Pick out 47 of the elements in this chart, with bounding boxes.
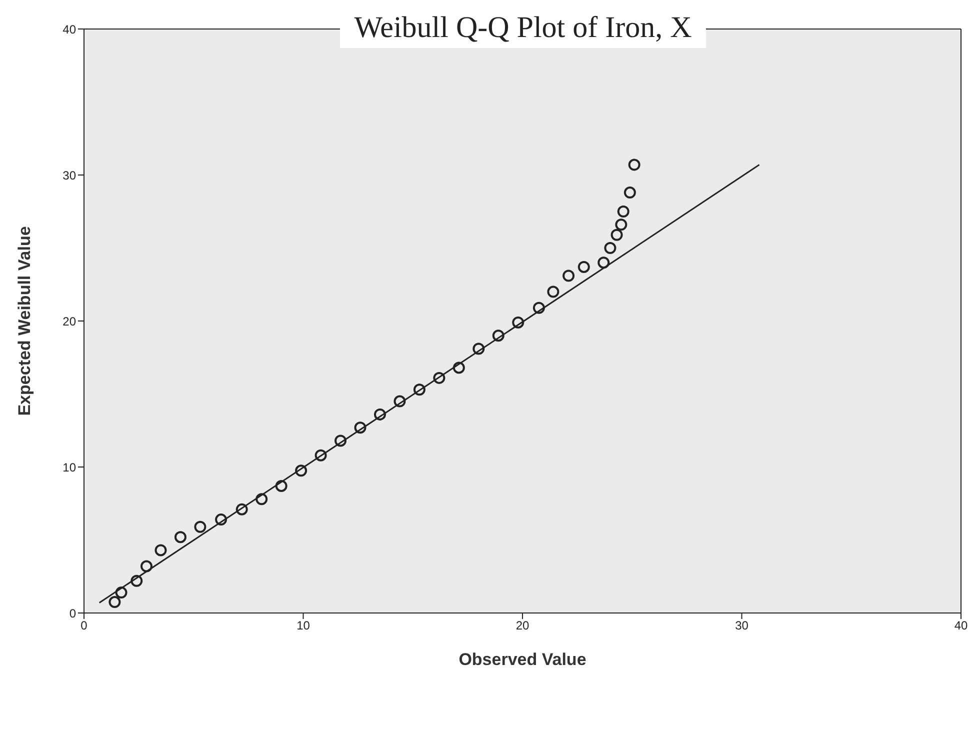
x-tick-label: 0: [80, 618, 88, 633]
point: [140, 560, 152, 572]
point: [394, 395, 406, 408]
x-tick-label: 40: [954, 618, 968, 633]
point: [547, 286, 560, 298]
point: [295, 464, 308, 477]
point: [472, 342, 485, 355]
point: [314, 449, 327, 462]
y-tick-label: 20: [62, 314, 76, 328]
point: [413, 384, 426, 396]
point: [154, 544, 167, 556]
point: [452, 362, 465, 374]
point: [194, 520, 206, 533]
point: [610, 228, 623, 241]
x-tick-label: 30: [735, 618, 749, 633]
point: [532, 302, 545, 314]
x-tick-label: 20: [516, 618, 530, 633]
point: [374, 408, 386, 420]
point: [256, 493, 268, 506]
point: [617, 206, 630, 218]
y-tick-label: 0: [69, 606, 76, 620]
chart-title: Weibull Q-Q Plot of Iron, X: [340, 8, 706, 48]
point: [115, 586, 128, 599]
point: [354, 422, 366, 434]
point: [492, 330, 504, 342]
point: [215, 514, 228, 526]
y-tick-label: 30: [62, 168, 76, 182]
point: [130, 574, 143, 587]
point: [275, 480, 288, 492]
point: [624, 186, 636, 199]
x-tick-label: 10: [296, 618, 310, 633]
point: [578, 260, 590, 273]
point: [174, 531, 186, 544]
y-tick-label: 40: [62, 22, 76, 36]
y-tick-label: 10: [62, 460, 76, 474]
y-axis-title: Expected Weibull Value: [15, 226, 34, 416]
point: [562, 270, 575, 282]
point: [598, 256, 610, 269]
point: [604, 242, 616, 254]
point: [236, 503, 248, 516]
point: [433, 372, 446, 384]
point: [334, 434, 347, 447]
point: [628, 158, 640, 171]
point: [512, 316, 524, 328]
point: [615, 218, 628, 231]
x-axis-title: Observed Value: [458, 650, 586, 669]
point: [108, 596, 121, 608]
